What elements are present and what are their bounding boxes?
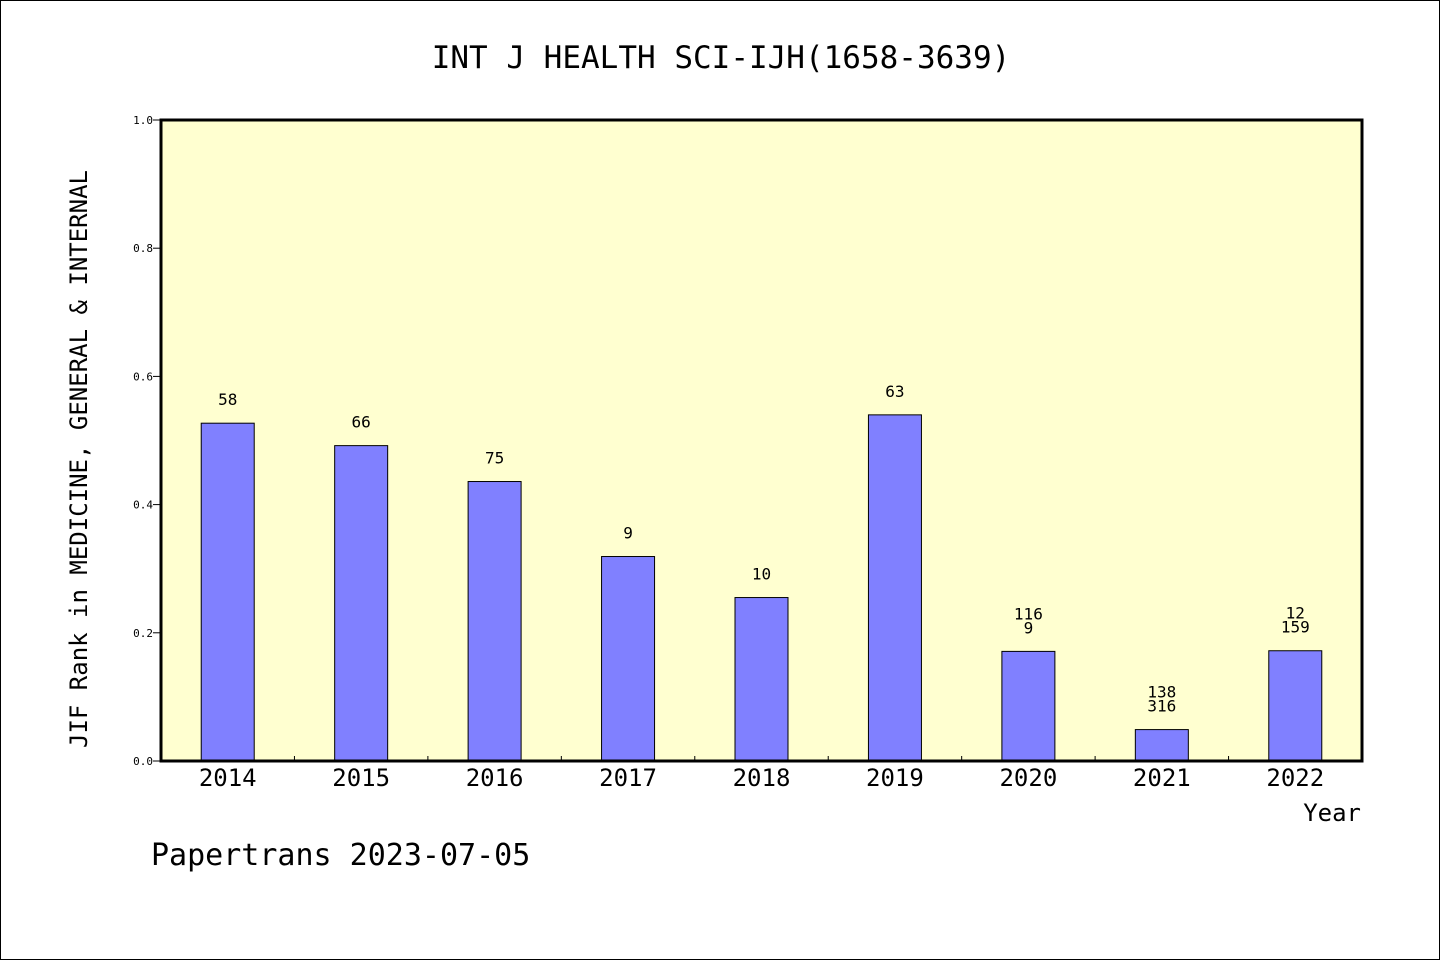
labels-group: 2014 58 2015 66 2016 75 2017 9 2018 10 2019 63 2020 1… bbox=[199, 382, 1324, 792]
y-tick-label: 0.8 bbox=[133, 242, 153, 255]
data-label: 75 bbox=[485, 449, 504, 468]
bar bbox=[200, 422, 255, 762]
y-tick-label: 1.0 bbox=[133, 114, 153, 127]
y-tick-label: 0.6 bbox=[133, 370, 153, 383]
x-tick-label: 2017 bbox=[599, 764, 657, 792]
bar bbox=[467, 481, 522, 762]
chart-title: INT J HEALTH SCI-IJH(1658-3639) bbox=[432, 40, 1011, 76]
data-label: 138 bbox=[1147, 683, 1176, 702]
data-label: 159 bbox=[1281, 618, 1310, 637]
bar bbox=[1268, 650, 1323, 762]
data-label: 63 bbox=[885, 382, 904, 401]
bar bbox=[601, 556, 656, 762]
x-axis-label: Year bbox=[1303, 799, 1361, 827]
data-label: 10 bbox=[752, 565, 771, 584]
x-tick-label: 2019 bbox=[866, 764, 924, 792]
bars-group bbox=[200, 414, 1323, 762]
x-tick-label: 2016 bbox=[466, 764, 524, 792]
y-tick-label: 0.4 bbox=[133, 499, 153, 512]
x-tick-label: 2015 bbox=[332, 764, 390, 792]
y-tick-label: 0.2 bbox=[133, 627, 153, 640]
y-tick-label: 0.0 bbox=[133, 755, 153, 768]
x-tick-label: 2021 bbox=[1133, 764, 1191, 792]
x-tick-label: 2014 bbox=[199, 764, 257, 792]
data-label: 66 bbox=[352, 413, 371, 432]
x-tick-label: 2022 bbox=[1266, 764, 1324, 792]
plot-border bbox=[159, 118, 1364, 763]
data-label: 316 bbox=[1147, 697, 1176, 716]
data-label: 58 bbox=[218, 390, 237, 409]
ticks-group: 0.0 0.2 0.4 0.6 0.8 1.0 bbox=[133, 114, 1230, 768]
bar bbox=[1134, 729, 1189, 762]
x-tick-label: 2020 bbox=[999, 764, 1057, 792]
bar bbox=[734, 597, 789, 762]
footer-text: Papertrans 2023-07-05 bbox=[151, 838, 530, 873]
data-label: 9 bbox=[623, 524, 633, 543]
bar bbox=[334, 445, 389, 762]
bar bbox=[1001, 650, 1056, 762]
data-label: 116 bbox=[1014, 604, 1043, 623]
y-axis-label: JIF Rank in MEDICINE, GENERAL & INTERNAL bbox=[65, 170, 93, 748]
data-label: 9 bbox=[1024, 618, 1034, 637]
bar bbox=[867, 414, 922, 762]
data-label: 12 bbox=[1286, 604, 1305, 623]
x-tick-label: 2018 bbox=[733, 764, 791, 792]
